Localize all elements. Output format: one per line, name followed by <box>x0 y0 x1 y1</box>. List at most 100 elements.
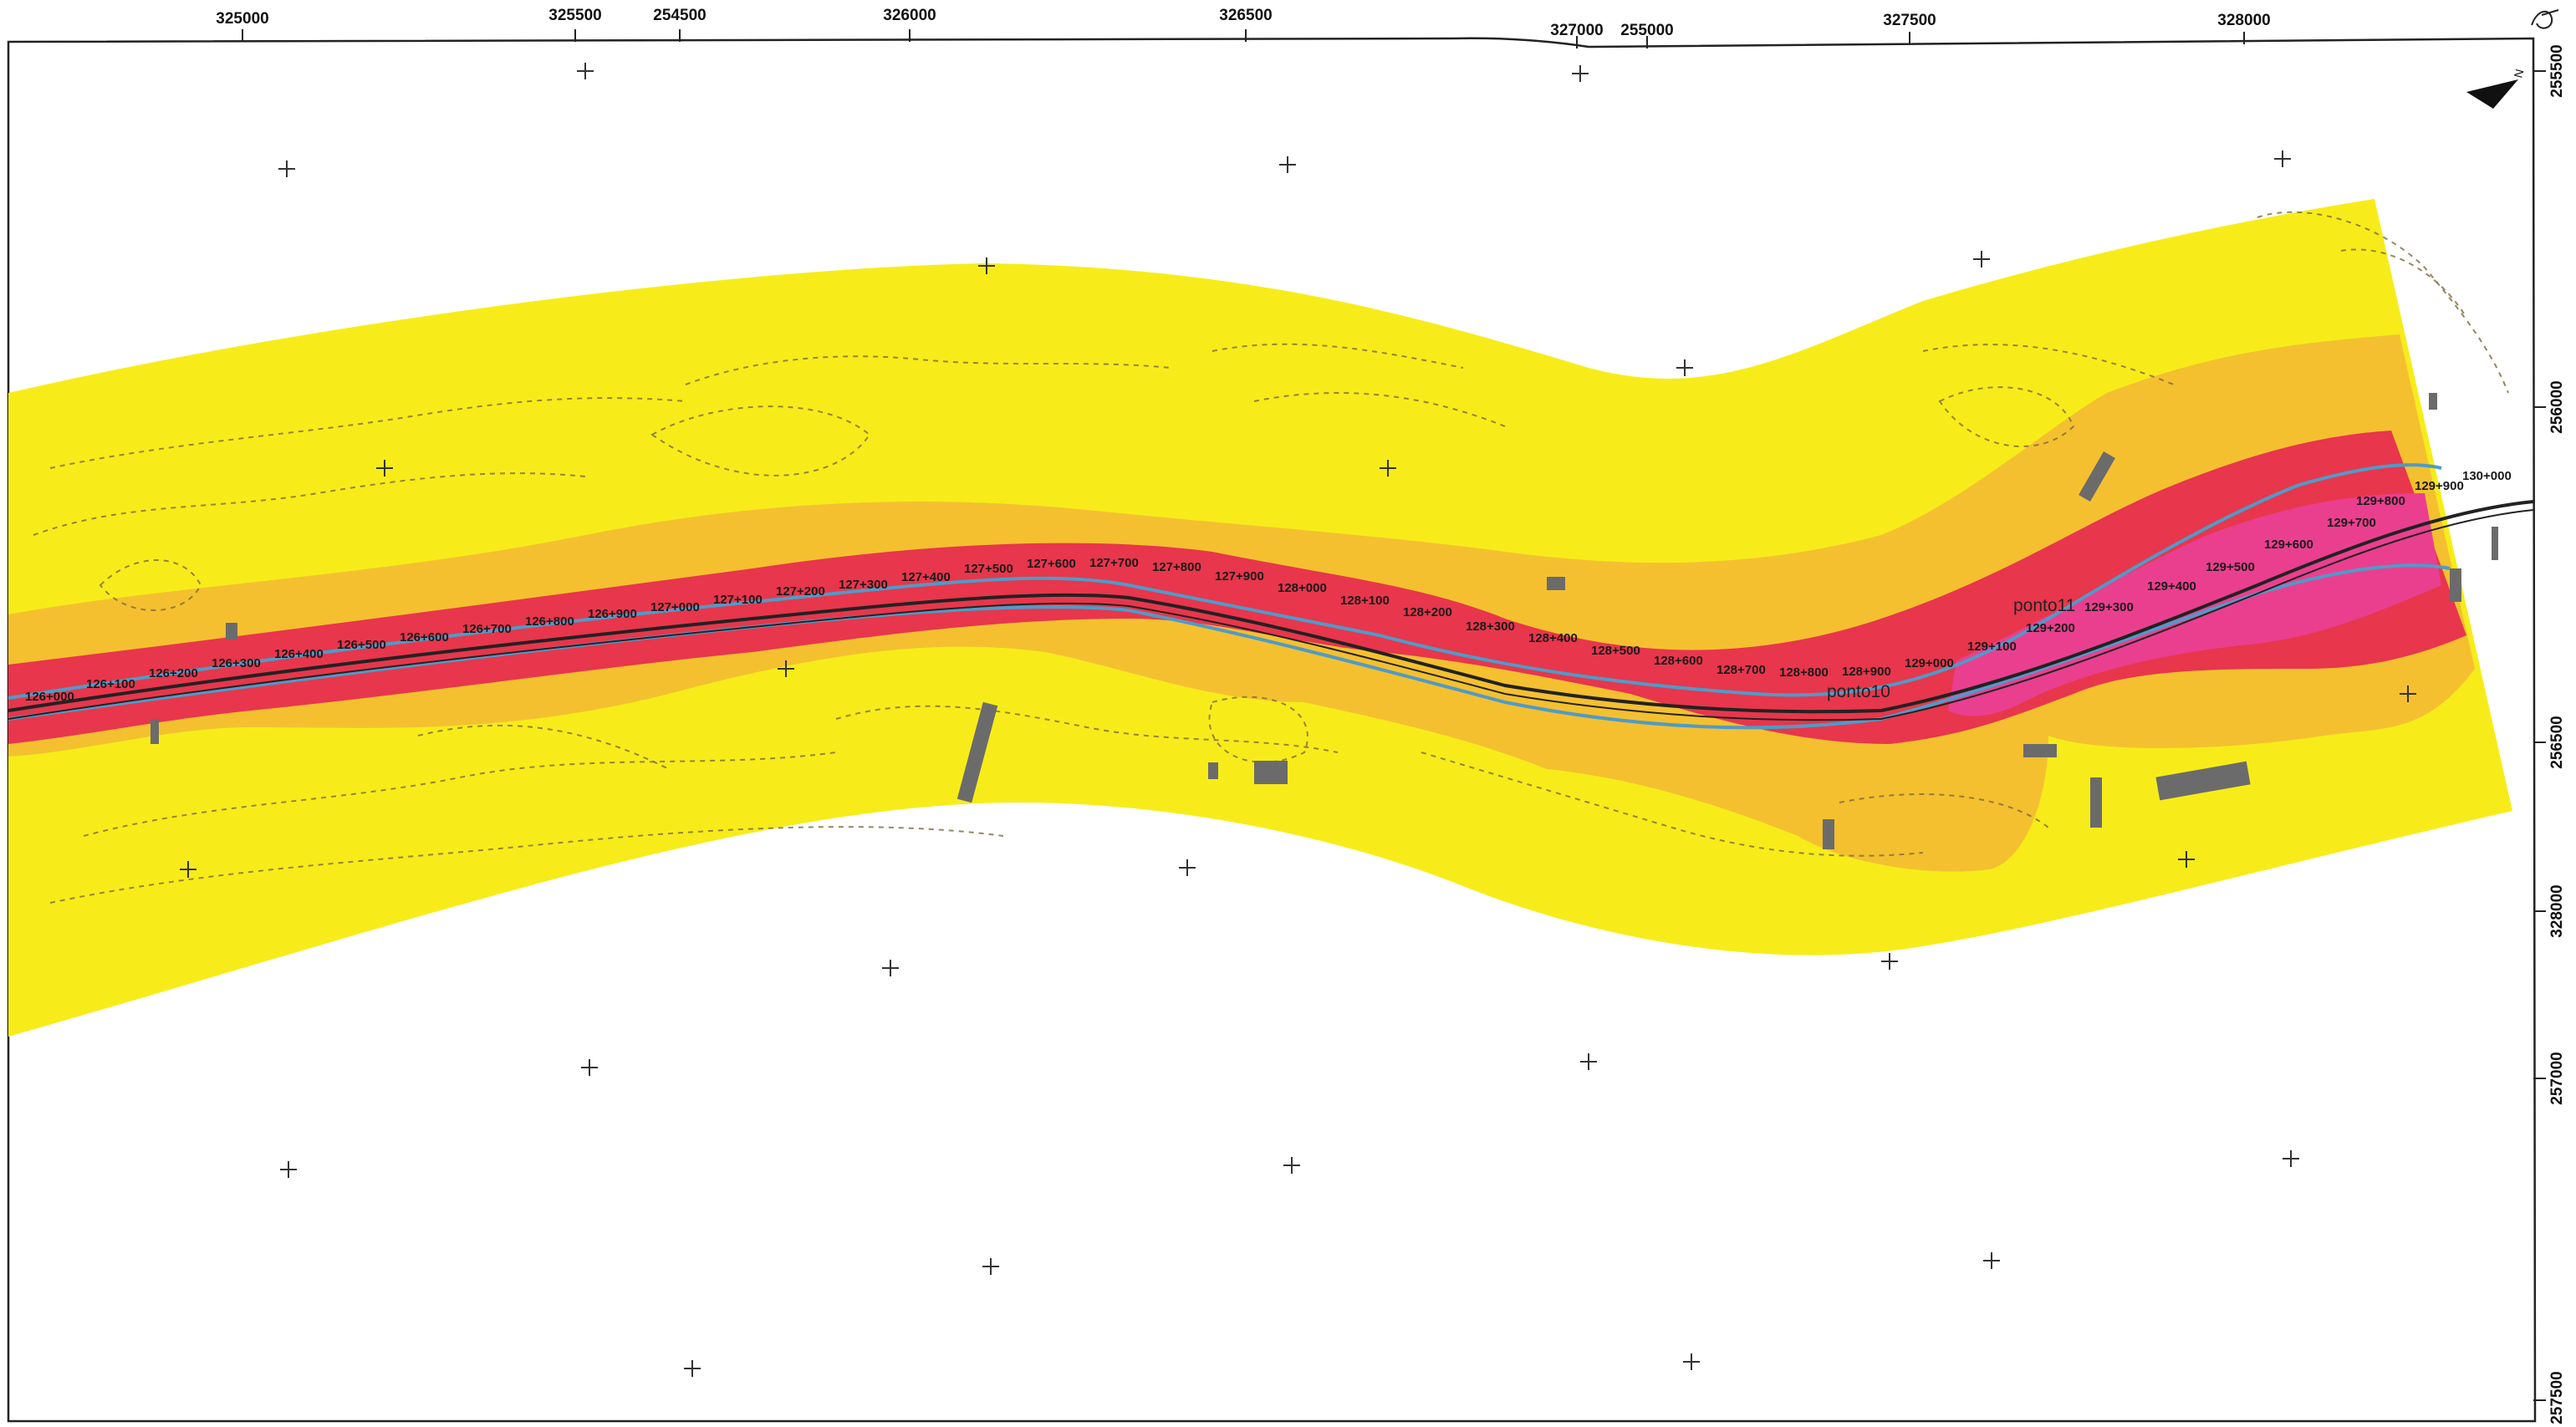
top-tick: 328000 <box>2217 12 2271 44</box>
grid-cross <box>982 1258 999 1275</box>
top-tick: 327000 <box>1550 22 1604 48</box>
grid-cross <box>1676 359 1693 376</box>
grid-cross <box>278 161 295 177</box>
grid-cross <box>1983 1252 2000 1269</box>
right-tick-label: 255500 <box>2548 44 2566 97</box>
building <box>2429 393 2437 410</box>
right-tick: 255500 <box>2533 44 2566 98</box>
grid-cross <box>1580 1053 1597 1070</box>
road-alignment <box>8 500 2534 721</box>
top-tick-label: 326500 <box>1219 7 1272 24</box>
right-axis: 255500 256000 256500 328000 257000 25750… <box>2533 44 2566 1424</box>
top-tick: 254500 <box>653 7 706 42</box>
chainage-label: 129+600 <box>2264 538 2313 552</box>
chainage-label: 126+900 <box>588 607 637 621</box>
chainage-label: 126+400 <box>274 647 324 661</box>
chainage-label: 128+700 <box>1716 663 1766 677</box>
chainage-label: 128+300 <box>1466 619 1515 634</box>
chainage-label: 128+000 <box>1278 581 1327 595</box>
grid-cross <box>1973 251 1990 268</box>
chainage-label: 129+500 <box>2206 560 2255 574</box>
right-tick-label: 257000 <box>2548 1052 2566 1104</box>
top-tick-label: 327000 <box>1550 22 1603 39</box>
chainage-label: 128+900 <box>1842 665 1891 679</box>
chainage-label: 127+700 <box>1089 556 1139 570</box>
building <box>1208 762 1218 779</box>
chainage-label: 127+800 <box>1152 560 1201 574</box>
grid-cross <box>1279 156 1296 173</box>
chainage-label: 129+000 <box>1905 656 1954 670</box>
top-axis: 325000 325500 254500 326000 326500 32700… <box>216 7 2271 48</box>
building <box>2450 568 2461 602</box>
north-arrow-icon: N <box>2466 68 2527 109</box>
building <box>2155 761 2251 801</box>
grid-cross <box>376 460 393 477</box>
chainage-label: 126+700 <box>462 622 512 636</box>
grid-cross <box>684 1360 701 1377</box>
right-tick: 256000 <box>2533 380 2566 434</box>
point-labels: ponto10 ponto11 <box>1827 596 2075 701</box>
right-tick: 257000 <box>2533 1052 2566 1105</box>
top-tick: 327500 <box>1883 12 1936 44</box>
grid-cross <box>1683 1353 1700 1370</box>
chainage-label: 126+800 <box>525 614 574 629</box>
building <box>1254 761 1288 784</box>
chainage-label: 126+200 <box>149 666 198 680</box>
top-tick-label: 325500 <box>548 7 601 24</box>
right-tick: 257500 <box>2533 1371 2566 1424</box>
grid-cross <box>1380 460 1396 477</box>
building <box>1547 577 1565 590</box>
building <box>2023 744 2057 757</box>
grid-cross <box>778 660 794 677</box>
chainage-labels: 126+000 126+100 126+200 126+300 126+400 … <box>25 469 2512 704</box>
chainage-label: 126+600 <box>400 630 449 645</box>
grid-cross <box>882 960 899 976</box>
chainage-label: 128+200 <box>1403 605 1452 619</box>
chainage-label: 126+100 <box>86 677 135 691</box>
chainage-label: 129+900 <box>2415 479 2464 493</box>
grid-cross <box>2283 1150 2299 1167</box>
grid-cross <box>1283 1157 1300 1174</box>
building <box>1823 819 1834 849</box>
chainage-label: 129+100 <box>1967 640 2017 654</box>
top-tick-label: 327500 <box>1883 12 1936 29</box>
right-tick-label: 256000 <box>2548 380 2566 433</box>
chainage-label: 128+100 <box>1340 594 1390 608</box>
buildings <box>150 393 2498 849</box>
top-tick-label: 254500 <box>653 7 706 24</box>
building <box>150 719 159 744</box>
chainage-label: 127+400 <box>901 570 951 584</box>
chainage-label: 127+200 <box>776 584 825 599</box>
chainage-label: 129+200 <box>2026 621 2075 635</box>
top-tick: 325000 <box>216 10 269 42</box>
chainage-label: 129+800 <box>2356 494 2405 508</box>
chainage-label: 128+400 <box>1528 631 1578 645</box>
chainage-label: 128+600 <box>1654 654 1703 668</box>
building <box>2090 777 2102 828</box>
right-tick-label: 257500 <box>2548 1371 2566 1424</box>
grid-crosses <box>180 63 2416 1377</box>
right-tick-label: 256500 <box>2548 716 2566 768</box>
chainage-label: 129+300 <box>2084 600 2134 614</box>
grid-cross <box>581 1059 598 1076</box>
top-tick: 255000 <box>1620 22 1674 48</box>
chainage-label: 128+800 <box>1779 665 1829 680</box>
grid-cross <box>1881 953 1898 970</box>
grid-cross <box>2274 150 2291 167</box>
top-tick-label: 328000 <box>2217 12 2270 29</box>
building <box>226 623 237 640</box>
chainage-label: 126+000 <box>25 690 74 704</box>
signature-logo <box>2531 9 2559 29</box>
top-tick-label: 255000 <box>1620 22 1673 39</box>
north-label: N <box>2511 68 2526 79</box>
top-tick: 326500 <box>1219 7 1273 42</box>
right-tick: 256500 <box>2533 716 2566 769</box>
building <box>2079 451 2115 502</box>
chainage-label: 127+100 <box>713 593 763 607</box>
chainage-label: 129+700 <box>2327 516 2376 530</box>
building <box>2492 527 2498 560</box>
chainage-label: 129+400 <box>2147 579 2196 594</box>
right-tick: 328000 <box>2533 884 2566 938</box>
map-frame <box>7 37 2537 1423</box>
